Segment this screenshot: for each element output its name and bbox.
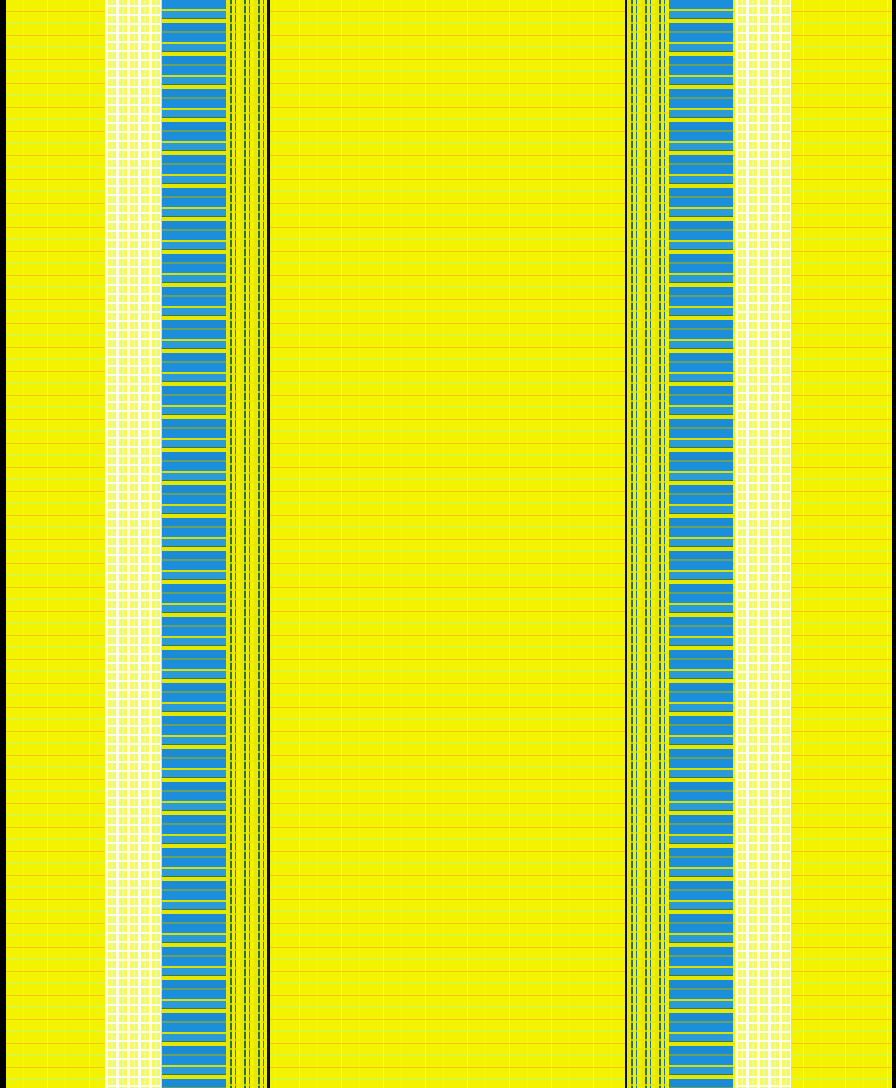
dark-edge-right <box>625 0 628 1088</box>
line-stripe-left <box>226 0 270 1088</box>
blue-stripe-left <box>162 0 226 1088</box>
line-stripe-right <box>627 0 669 1088</box>
light-stripe-left <box>105 0 161 1088</box>
blue-stripe-right <box>669 0 733 1088</box>
light-stripe-right <box>735 0 791 1088</box>
dark-edge-left <box>267 0 270 1088</box>
